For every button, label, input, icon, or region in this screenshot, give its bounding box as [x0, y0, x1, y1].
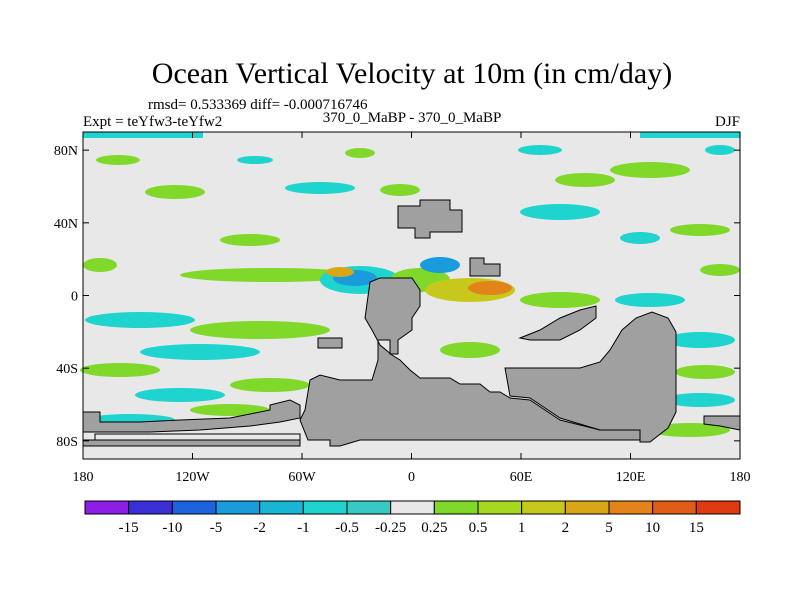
field-patch: [520, 292, 600, 308]
field-patch: [326, 267, 354, 277]
x-axis: 180 120W 60W 0 60E 120E 180: [73, 132, 751, 485]
y-tick-label: 80S: [56, 435, 78, 450]
field-patch: [610, 162, 690, 178]
field-patch: [85, 312, 195, 328]
colorbar-box: [477, 500, 523, 515]
land-bottom-strip: [82, 439, 301, 447]
colorbar-label: 1: [518, 520, 526, 536]
field-patch: [518, 145, 562, 155]
land-southeast-block: [518, 305, 597, 341]
land-south-continent: [504, 311, 677, 443]
field-patch: [96, 155, 140, 165]
field-patch: [285, 182, 355, 194]
x-tick-label: 180: [73, 470, 94, 485]
field-patch: [665, 393, 735, 407]
field-patch: [675, 365, 735, 379]
colorbar-box: [215, 500, 261, 515]
colorbar-box: [695, 500, 741, 515]
land-antarctic-left: [82, 399, 301, 433]
colorbar-label: 0.25: [421, 520, 447, 536]
field-patch: [135, 388, 225, 402]
land-right-island: [703, 415, 741, 431]
colorbar-label: -5: [210, 520, 223, 536]
field-patch: [145, 185, 205, 199]
colorbar-label: 2: [562, 520, 570, 536]
colorbar-label: 0.5: [469, 520, 488, 536]
colorbar: -15 -10 -5 -2 -1 -0.5 -0.25 0.25 0.5 1 2 5 10 15: [84, 500, 741, 536]
colorbar-box: [564, 500, 610, 515]
field-patch: [700, 264, 740, 276]
x-tick-label: 0: [408, 470, 415, 485]
colorbar-label: 5: [605, 520, 613, 536]
field-patch: [705, 145, 735, 155]
field-patch: [440, 342, 500, 358]
y-axis: 80N 40N 0 40S 80S: [54, 144, 740, 450]
land-asia-block: [469, 257, 501, 277]
colorbar-label: -0.5: [335, 520, 359, 536]
map-plot: 180 120W 60W 0 60E 120E 180 80N 40N 0 40S 80S: [54, 131, 751, 485]
field-patch: [650, 423, 730, 437]
field-patch: [190, 404, 270, 416]
colorbar-box: [433, 500, 479, 515]
x-tick-label: 120E: [616, 470, 646, 485]
land-antarctic-white: [94, 433, 301, 441]
colorbar-label: 10: [645, 520, 660, 536]
field-patch: [80, 363, 160, 377]
field-patch: [83, 258, 117, 272]
colorbar-label: -10: [162, 520, 182, 536]
colorbar-label: -2: [253, 520, 266, 536]
field-patch: [190, 321, 330, 339]
colorbar-label: -15: [119, 520, 139, 536]
field-patch: [615, 293, 685, 307]
colorbar-box: [128, 500, 173, 515]
colorbar-box: [84, 500, 130, 515]
y-tick-label: 40S: [56, 362, 78, 377]
colorbar-box: [259, 500, 304, 515]
stats-label: rmsd= 0.533369 diff= -0.000716746: [148, 97, 368, 113]
field-patch: [180, 268, 360, 282]
colorbar-box: [346, 500, 392, 515]
velocity-field: [80, 132, 740, 437]
field-patch: [520, 204, 600, 220]
y-tick-label: 0: [71, 290, 78, 305]
field-patch: [420, 257, 460, 273]
colorbar-box: [302, 500, 348, 515]
field-patch: [345, 148, 375, 158]
field-patch: [665, 332, 735, 348]
field-patch: [620, 232, 660, 244]
chart-title: Ocean Vertical Velocity at 10m (in cm/da…: [152, 57, 672, 90]
field-patch: [555, 173, 615, 187]
x-tick-label: 120W: [175, 470, 210, 485]
experiment-label: Expt = teYfw3-teYfw2: [83, 114, 222, 130]
colorbar-label: -1: [297, 520, 310, 536]
field-patch: [640, 132, 740, 138]
field-patch: [468, 281, 512, 295]
land-africa: [299, 277, 641, 447]
field-patch: [83, 132, 203, 138]
x-tick-label: 60W: [288, 470, 316, 485]
land-north-africa-arabia: [397, 199, 463, 239]
y-tick-label: 80N: [54, 144, 78, 159]
colorbar-box: [652, 500, 697, 515]
colorbar-box: [521, 500, 566, 515]
field-patch: [670, 224, 730, 236]
colorbar-box: [390, 500, 435, 515]
period-label: 370_0_MaBP - 370_0_MaBP: [323, 110, 502, 126]
x-tick-label: 60E: [510, 470, 533, 485]
colorbar-label: -0.25: [375, 520, 406, 536]
colorbar-box: [171, 500, 217, 515]
colorbar-label: 15: [689, 520, 704, 536]
field-patch: [237, 156, 273, 164]
y-tick-label: 40N: [54, 217, 78, 232]
field-patch: [230, 378, 310, 392]
season-label: DJF: [715, 114, 740, 130]
field-patch: [140, 344, 260, 360]
x-tick-label: 180: [730, 470, 751, 485]
land-masses: [82, 199, 741, 447]
field-patch: [380, 184, 420, 196]
land-small-island: [317, 337, 343, 349]
colorbar-box: [608, 500, 654, 515]
field-patch: [220, 234, 280, 246]
